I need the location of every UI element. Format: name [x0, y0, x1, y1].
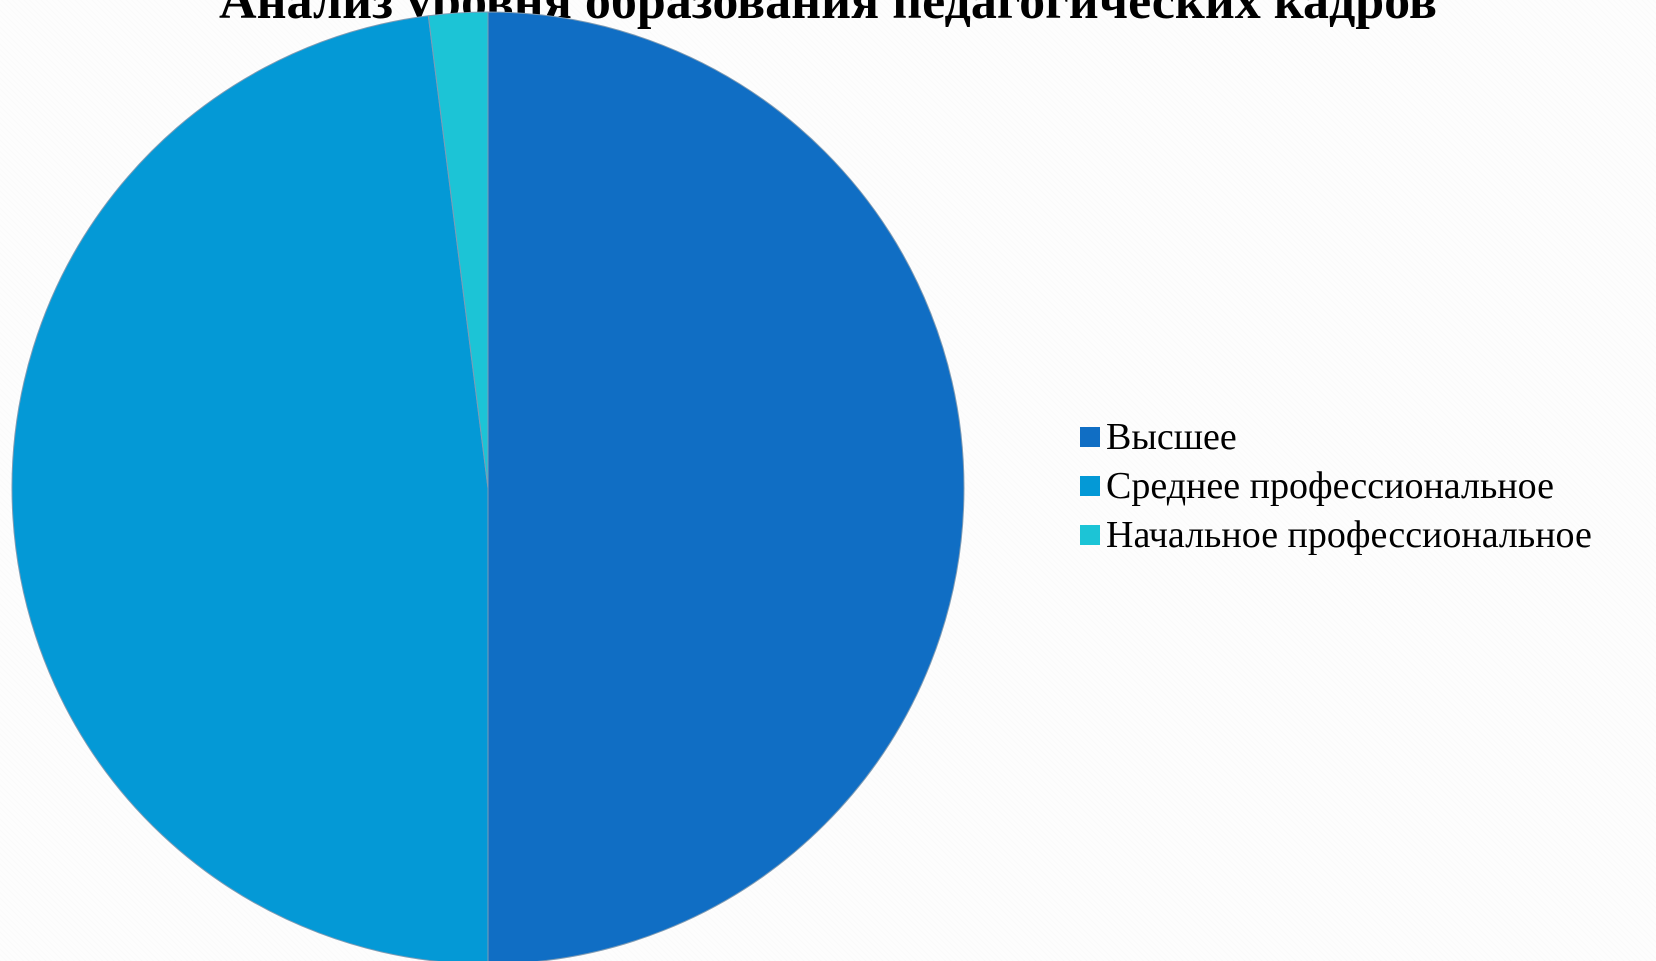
legend-swatch: [1080, 426, 1100, 447]
pie-slice-1: [487, 11, 965, 961]
legend-item: Высшее: [1080, 412, 1592, 461]
legend-swatch: [1080, 524, 1100, 545]
legend-swatch: [1080, 475, 1100, 496]
pie-slice-2: [11, 15, 489, 961]
pie-slice-3: [427, 11, 489, 489]
legend-label: Среднее профессиональное: [1106, 464, 1554, 507]
chart-legend: Высшее Среднее профессиональное Начальное …: [1080, 412, 1592, 559]
legend-item: Среднее профессиональное: [1080, 461, 1592, 510]
legend-label: Начальное профессиональное: [1106, 513, 1592, 556]
legend-label: Высшее: [1106, 415, 1237, 458]
legend-item: Начальное профессиональное: [1080, 510, 1592, 559]
pie-chart: [11, 11, 965, 961]
